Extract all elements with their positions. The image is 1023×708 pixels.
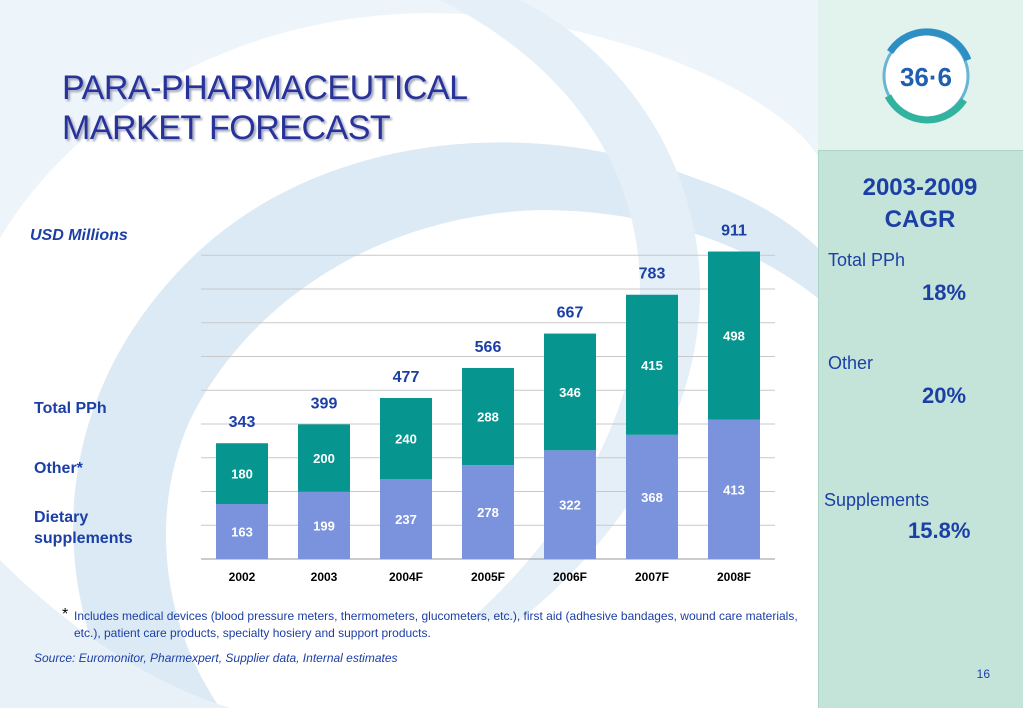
x-tick-label: 2006F: [553, 570, 587, 584]
x-tick-label: 2005F: [471, 570, 505, 584]
x-tick-label: 2007F: [635, 570, 669, 584]
source-note: Source: Euromonitor, Pharmexpert, Suppli…: [34, 651, 398, 665]
logo-box: 36·6: [818, 0, 1023, 151]
svg-text:36·6: 36·6: [900, 62, 952, 92]
data-label-total: 911: [721, 223, 747, 240]
data-label-total: 667: [557, 305, 584, 322]
x-tick-label: 2004F: [389, 570, 423, 584]
data-label-other: 200: [313, 451, 335, 466]
x-tick-label: 2008F: [717, 570, 751, 584]
data-label-other: 346: [559, 385, 581, 400]
bar-other: [708, 251, 760, 420]
cagr-label-supplements: Supplements: [824, 490, 930, 510]
data-label-total: 399: [311, 395, 338, 412]
cagr-value-total: 18%: [922, 280, 967, 305]
legend-dietary-line-2: supplements: [34, 530, 133, 547]
footnote: * Includes medical devices (blood pressu…: [62, 606, 812, 642]
bar-other: [380, 398, 432, 480]
data-label-other: 288: [477, 410, 499, 425]
bar-dietary-supplements: [708, 419, 760, 559]
bar-dietary-supplements: [462, 465, 514, 559]
y-axis-units-label: USD Millions: [30, 227, 128, 244]
data-label-dietary: 322: [559, 498, 581, 513]
data-label-dietary: 413: [723, 482, 745, 497]
title-line-2: MARKET FORECAST: [62, 109, 391, 147]
legend-dietary-line-1: Dietary: [34, 509, 89, 526]
company-logo-icon: 36·6: [882, 28, 972, 124]
x-tick-label: 2002: [229, 570, 256, 584]
data-label-total: 343: [229, 414, 256, 431]
bar-other: [626, 294, 678, 435]
page-number: 16: [976, 667, 990, 681]
data-label-dietary: 278: [477, 505, 499, 520]
bar-other: [298, 424, 350, 492]
data-label-other: 415: [641, 358, 663, 373]
legend-total-pph: Total PPh: [34, 400, 107, 417]
data-label-total: 477: [393, 369, 420, 386]
cagr-title-line-2: CAGR: [884, 206, 956, 233]
cagr-label-other: Other: [828, 353, 874, 373]
bar-other: [544, 333, 596, 451]
bar-dietary-supplements: [298, 491, 350, 559]
stacked-bar-chart: 163 180 343 2002 199 200 399 2003 237 240 477 2004F…: [201, 223, 775, 584]
slide-title: PARA-PHARMACEUTICAL MARKET FORECAST: [62, 68, 468, 148]
data-label-total: 566: [475, 339, 502, 356]
bar-other: [462, 367, 514, 466]
cagr-value-supplements: 15.8%: [908, 518, 971, 543]
data-label-dietary: 199: [313, 518, 335, 533]
legend-other: Other*: [34, 460, 83, 477]
cagr-title: 2003-2009 CAGR: [820, 172, 1020, 236]
footnote-asterisk: *: [62, 606, 69, 623]
bar-dietary-supplements: [216, 503, 268, 559]
data-label-total: 783: [639, 266, 666, 283]
cagr-title-line-1: 2003-2009: [862, 174, 978, 201]
cagr-label-total: Total PPh: [828, 250, 906, 270]
bar-dietary-supplements: [544, 450, 596, 559]
legend-dietary-supplements: Dietary supplements: [34, 507, 133, 549]
data-label-dietary: 163: [231, 524, 253, 539]
x-tick-label: 2003: [311, 570, 338, 584]
data-label-other: 180: [231, 467, 253, 482]
footnote-text: Includes medical devices (blood pressure…: [74, 609, 798, 640]
bar-dietary-supplements: [380, 479, 432, 559]
data-label-dietary: 237: [395, 512, 417, 527]
bar-other: [216, 443, 268, 504]
data-label-dietary: 368: [641, 490, 663, 505]
cagr-value-other: 20%: [922, 383, 967, 408]
title-line-1: PARA-PHARMACEUTICAL: [62, 69, 468, 107]
data-label-other: 498: [723, 329, 745, 344]
bar-dietary-supplements: [626, 434, 678, 559]
data-label-other: 240: [395, 432, 417, 447]
